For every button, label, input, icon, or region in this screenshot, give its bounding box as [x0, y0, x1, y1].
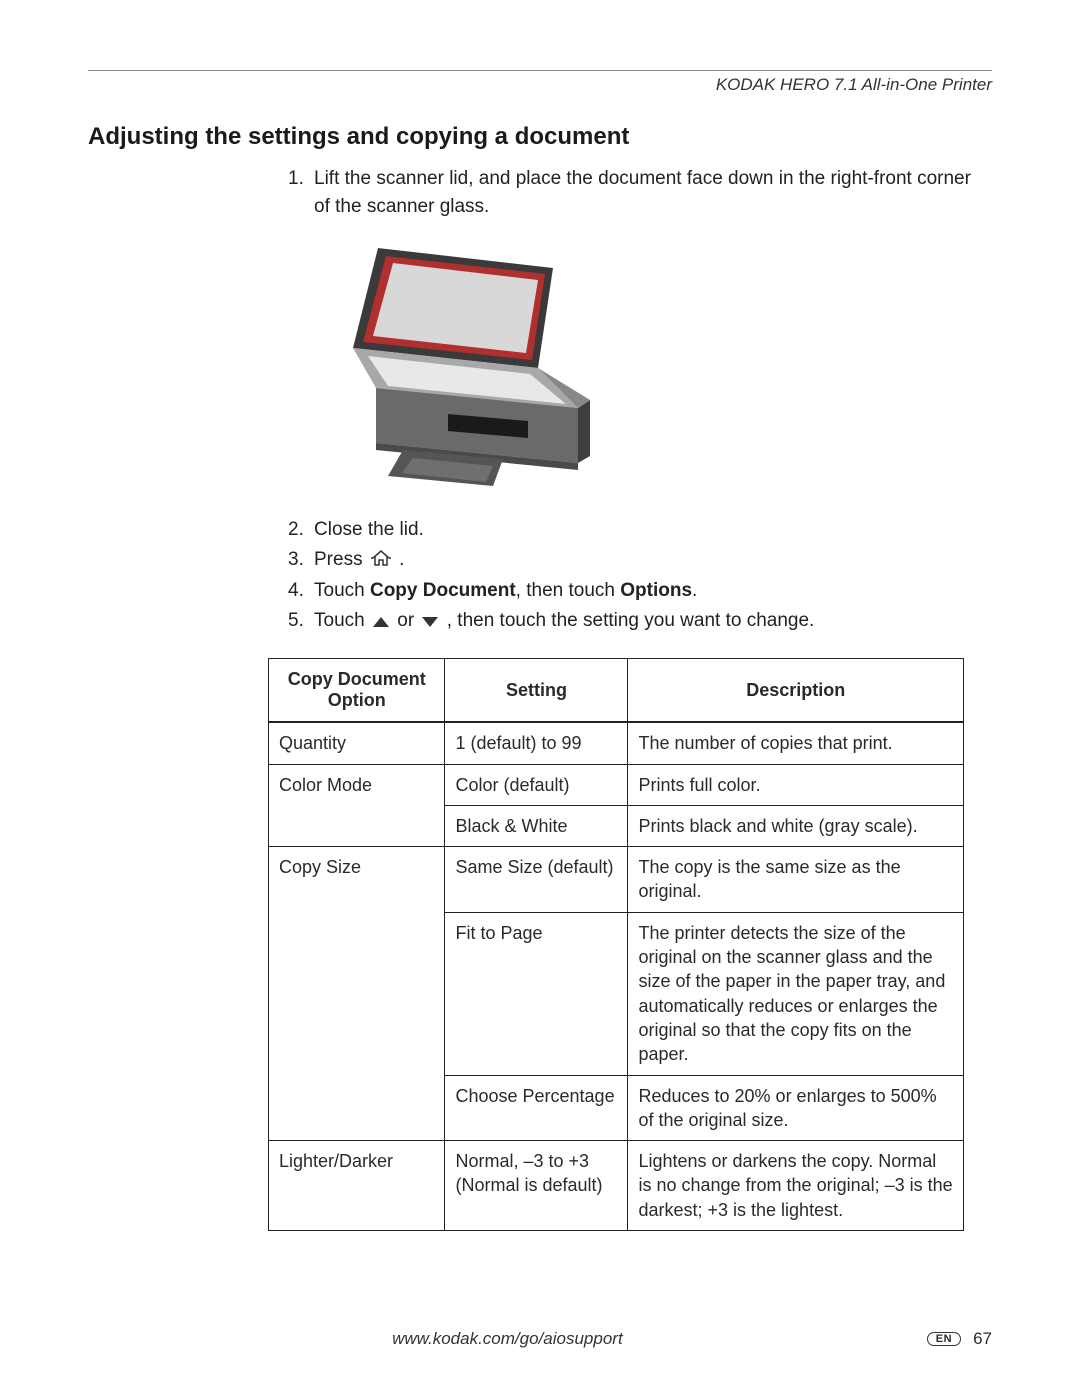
cell-option: Copy Size	[269, 847, 445, 1141]
step-text: Touch or , then touch the setting you wa…	[314, 607, 992, 637]
cell-desc: Prints full color.	[628, 764, 964, 805]
step-text: Close the lid.	[314, 516, 992, 544]
cell-desc: The printer detects the size of the orig…	[628, 912, 964, 1075]
step-text: Press .	[314, 546, 992, 576]
bold-1: Copy Document	[370, 580, 516, 601]
cell-setting: Normal, –3 to +3 (Normal is default)	[445, 1141, 628, 1231]
cell-setting: Color (default)	[445, 764, 628, 805]
text-mid: , then touch	[516, 580, 621, 601]
lang-badge: EN	[927, 1332, 961, 1346]
bold-2: Options	[620, 580, 692, 601]
cell-option: Color Mode	[269, 764, 445, 847]
cell-desc: Reduces to 20% or enlarges to 500% of th…	[628, 1075, 964, 1141]
cell-desc: Lightens or darkens the copy. Normal is …	[628, 1141, 964, 1231]
step-number: 3.	[288, 546, 314, 576]
cell-option: Quantity	[269, 722, 445, 764]
text-pre: Touch	[314, 580, 370, 601]
cell-setting: Black & White	[445, 805, 628, 846]
home-icon	[370, 548, 392, 576]
text-mid2: , then touch the setting you want to cha…	[447, 610, 815, 631]
step-number: 2.	[288, 516, 314, 544]
cell-desc: Prints black and white (gray scale).	[628, 805, 964, 846]
step-number: 5.	[288, 607, 314, 637]
step-4: 4. Touch Copy Document, then touch Optio…	[288, 577, 992, 605]
table-row: Copy Size Same Size (default) The copy i…	[269, 847, 964, 913]
text-mid1: or	[397, 610, 419, 631]
step-number: 1.	[288, 165, 314, 220]
step-text: Lift the scanner lid, and place the docu…	[314, 165, 992, 220]
cell-setting: Choose Percentage	[445, 1075, 628, 1141]
cell-setting: 1 (default) to 99	[445, 722, 628, 764]
step-3: 3. Press .	[288, 546, 992, 576]
copy-options-table: Copy DocumentOption Setting Description …	[268, 658, 964, 1231]
table-header-setting: Setting	[445, 659, 628, 723]
step-2: 2. Close the lid.	[288, 516, 992, 544]
table-row: Quantity 1 (default) to 99 The number of…	[269, 722, 964, 764]
table-row: Color Mode Color (default) Prints full c…	[269, 764, 964, 805]
footer-url: www.kodak.com/go/aiosupport	[88, 1329, 927, 1349]
header-product: KODAK HERO 7.1 All-in-One Printer	[88, 75, 992, 95]
text-pre: Press	[314, 549, 368, 570]
cell-setting: Fit to Page	[445, 912, 628, 1075]
page-number: 67	[973, 1329, 992, 1349]
instruction-list: 1. Lift the scanner lid, and place the d…	[288, 165, 992, 636]
step-number: 4.	[288, 577, 314, 605]
text-pre: Touch	[314, 610, 370, 631]
table-header-option: Copy DocumentOption	[269, 659, 445, 723]
section-heading: Adjusting the settings and copying a doc…	[88, 123, 992, 151]
down-arrow-icon	[421, 609, 439, 637]
step-1: 1. Lift the scanner lid, and place the d…	[288, 165, 992, 220]
text-post: .	[692, 580, 697, 601]
printer-illustration	[318, 238, 608, 498]
table-header-description: Description	[628, 659, 964, 723]
cell-option: Lighter/Darker	[269, 1141, 445, 1231]
table-row: Lighter/Darker Normal, –3 to +3 (Normal …	[269, 1141, 964, 1231]
cell-desc: The copy is the same size as the origina…	[628, 847, 964, 913]
step-text: Touch Copy Document, then touch Options.	[314, 577, 992, 605]
up-arrow-icon	[372, 609, 390, 637]
cell-desc: The number of copies that print.	[628, 722, 964, 764]
step-5: 5. Touch or , then touch the setting you…	[288, 607, 992, 637]
cell-setting: Same Size (default)	[445, 847, 628, 913]
text-post: .	[399, 549, 404, 570]
page-footer: www.kodak.com/go/aiosupport EN 67	[88, 1329, 992, 1349]
